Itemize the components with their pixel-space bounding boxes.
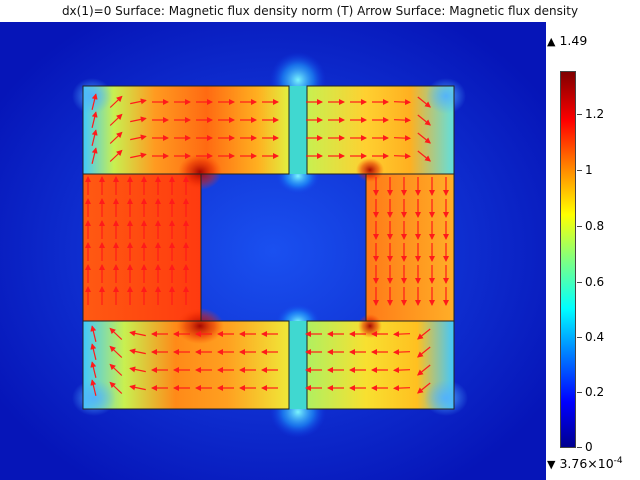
air-gap-top[interactable] (289, 86, 307, 174)
flux-arrow (417, 150, 431, 162)
flux-arrow (109, 149, 123, 162)
flux-arrow (109, 327, 123, 340)
flux-arrow (417, 346, 431, 358)
flux-arrow (417, 114, 431, 126)
flux-arrows (85, 93, 449, 396)
triangle-up-icon: ▲ (547, 35, 556, 48)
cool-spot-bottom-left (72, 380, 116, 416)
colorbar-tick-label: 0.8 (585, 219, 605, 233)
colorbar-tick (577, 170, 582, 171)
field-plot-canvas[interactable] (0, 22, 546, 480)
colorbar-tick-label: 1 (585, 163, 593, 177)
flux-arrow (109, 113, 123, 126)
flux-arrow (417, 382, 431, 394)
core-right-leg[interactable] (366, 174, 454, 321)
colorbar-tick (577, 226, 582, 227)
colorbar-max-value: 1.49 (559, 33, 588, 48)
flux-arrow (130, 152, 147, 159)
flux-arrow (109, 131, 123, 144)
flux-arrow (393, 385, 411, 392)
colorbar-tick (577, 337, 582, 338)
colorbar-tick-label: 0.4 (585, 330, 605, 344)
flux-arrow (393, 117, 411, 124)
flux-arrow (130, 98, 147, 105)
geometry-outline (82, 85, 455, 410)
flux-arrow (393, 153, 411, 160)
colorbar-tick-label: 0.2 (585, 385, 605, 399)
colorbar-tick-label: 0 (585, 440, 593, 454)
colorbar-min-value: 3.76×10 (559, 456, 614, 472)
flux-arrow (90, 343, 97, 360)
colorbar-tick (577, 447, 582, 448)
flux-arrow (129, 384, 146, 391)
colorbar-tick (577, 392, 582, 393)
flux-arrow (129, 366, 146, 373)
hot-spot-upper-inner (178, 154, 222, 190)
flux-arrow (109, 95, 123, 108)
colorbar-min-label: ▼ 3.76×10-4 (547, 456, 623, 471)
colorbar-max-label: ▲ 1.49 (547, 33, 587, 48)
flux-arrow (393, 331, 411, 338)
flux-arrow (90, 325, 97, 342)
cool-spot-bottom-right (424, 380, 468, 416)
colorbar (560, 71, 576, 448)
core-left-leg[interactable] (83, 174, 201, 321)
colorbar-tick (577, 282, 582, 283)
flux-arrow (109, 381, 123, 394)
colorbar-min-exponent: -4 (613, 456, 623, 466)
flux-arrow (91, 129, 98, 146)
colorbar-tick (577, 114, 582, 115)
flux-arrow (393, 135, 411, 142)
flux-arrow (417, 132, 431, 144)
flux-arrow (130, 116, 147, 123)
plot-title: dx(1)=0 Surface: Magnetic flux density n… (61, 4, 579, 18)
flux-arrow (109, 363, 123, 376)
hot-spot-upper-right (356, 158, 384, 182)
flux-arrow (91, 111, 98, 128)
flux-arrow (91, 147, 98, 164)
flux-arrow (417, 96, 431, 108)
colorbar-tick-label: 1.2 (585, 107, 605, 121)
air-gap-bottom[interactable] (289, 321, 307, 409)
flux-arrow (417, 328, 431, 340)
flux-arrow (129, 330, 146, 337)
triangle-down-icon: ▼ (547, 458, 556, 472)
flux-arrow (91, 93, 98, 110)
flux-arrow (393, 367, 411, 374)
flux-arrow (90, 379, 97, 396)
hot-spot-lower-inner (176, 308, 224, 344)
colorbar-tick-label: 0.6 (585, 275, 605, 289)
flux-arrow (130, 134, 147, 141)
flux-arrow (129, 348, 146, 355)
flux-arrow (90, 361, 97, 378)
flux-arrow (109, 345, 123, 358)
flux-arrow (393, 99, 411, 106)
flux-arrow (417, 364, 431, 376)
cool-spot-top-right (426, 78, 466, 114)
flux-arrow (393, 349, 411, 356)
